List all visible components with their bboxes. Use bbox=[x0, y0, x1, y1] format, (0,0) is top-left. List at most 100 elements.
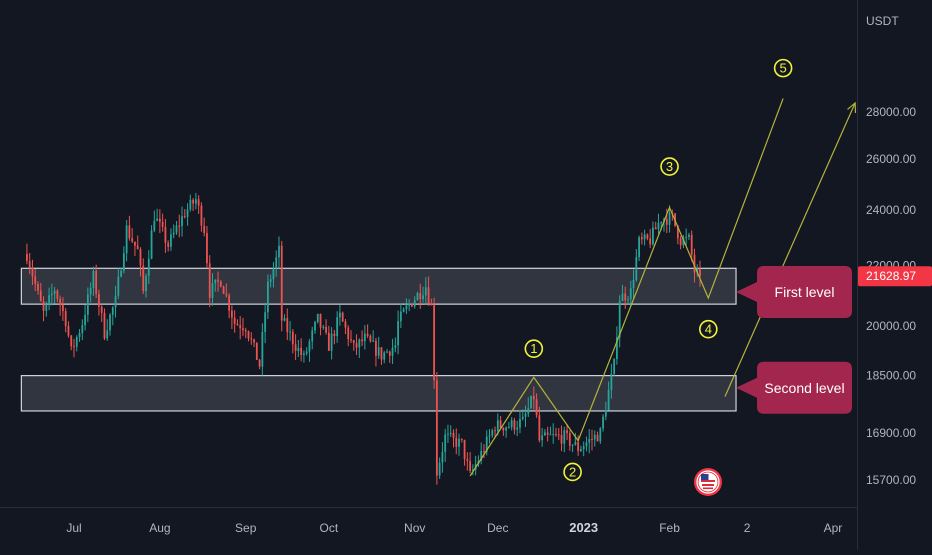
candle-body bbox=[452, 432, 455, 438]
time-axis[interactable]: Jul Aug Sep Oct Nov Dec 2023 Feb 2 Apr bbox=[66, 520, 842, 535]
candle-body bbox=[629, 288, 632, 300]
candle-body bbox=[100, 306, 103, 313]
candle-body bbox=[654, 227, 657, 230]
candle-body bbox=[679, 238, 682, 246]
candle-body bbox=[339, 312, 341, 318]
time-tick-label: Aug bbox=[149, 521, 170, 535]
candle-body bbox=[480, 450, 483, 461]
candle-body bbox=[86, 294, 89, 315]
candle-body bbox=[300, 347, 303, 355]
last-price-tag-background bbox=[858, 266, 932, 287]
candle-body bbox=[433, 305, 435, 381]
candle-body bbox=[31, 268, 34, 277]
candle-body bbox=[419, 293, 422, 299]
candle-body bbox=[471, 469, 474, 471]
candle-body bbox=[70, 335, 73, 347]
candle-body bbox=[621, 293, 624, 302]
wave-label-number: 4 bbox=[705, 322, 712, 337]
candle-body bbox=[447, 433, 449, 435]
candle-body bbox=[239, 325, 242, 329]
candle-body bbox=[305, 351, 308, 354]
first-level-callout[interactable] bbox=[736, 265, 852, 318]
candle-body bbox=[347, 327, 350, 340]
candle-body bbox=[660, 222, 663, 224]
candle-body bbox=[688, 234, 690, 237]
candle-body bbox=[267, 281, 269, 313]
candle-body bbox=[391, 347, 394, 356]
time-tick-label: Apr bbox=[824, 521, 843, 535]
time-tick-label: Oct bbox=[320, 521, 339, 535]
candle-body bbox=[233, 317, 236, 324]
candle-body bbox=[460, 438, 463, 440]
candle-body bbox=[355, 343, 358, 348]
candle-body bbox=[128, 225, 131, 239]
candlestick-series bbox=[26, 192, 701, 485]
candle-body bbox=[399, 311, 402, 322]
wave-label-number: 3 bbox=[666, 159, 673, 174]
candle-body bbox=[325, 326, 327, 333]
candle-body bbox=[258, 359, 261, 367]
candle-body bbox=[150, 230, 153, 259]
candle-body bbox=[139, 249, 142, 266]
candle-body bbox=[469, 460, 472, 471]
candle-body bbox=[596, 434, 599, 442]
candle-body bbox=[618, 301, 621, 338]
candle-body bbox=[375, 340, 377, 356]
candle-body bbox=[59, 298, 62, 306]
first-level-zone[interactable] bbox=[20, 267, 737, 305]
candle-body bbox=[286, 318, 289, 333]
last-price-tag: 21628.97 bbox=[858, 266, 932, 287]
support-zones bbox=[20, 267, 737, 412]
candle-body bbox=[200, 205, 203, 226]
candle-body bbox=[388, 351, 391, 356]
candle-body bbox=[408, 303, 411, 306]
candle-body bbox=[28, 260, 31, 269]
second-level-zone[interactable] bbox=[20, 375, 737, 412]
candle-body bbox=[117, 276, 120, 296]
candle-body bbox=[519, 419, 521, 428]
candle-body bbox=[247, 331, 250, 339]
candle-body bbox=[494, 430, 496, 432]
second-level-callout-text: Second level bbox=[764, 380, 844, 396]
candle-body bbox=[541, 435, 544, 441]
candle-body bbox=[142, 265, 145, 292]
candle-body bbox=[696, 268, 699, 273]
price-tick-label: 18500.00 bbox=[866, 369, 916, 383]
candle-body bbox=[164, 226, 167, 243]
candle-body bbox=[50, 293, 53, 296]
candle-body bbox=[491, 430, 494, 436]
candle-body bbox=[34, 276, 37, 284]
candle-body bbox=[665, 218, 668, 225]
candle-body bbox=[255, 342, 258, 360]
candle-body bbox=[568, 433, 571, 446]
candle-body bbox=[532, 395, 535, 400]
candle-body bbox=[563, 430, 566, 444]
candle-body bbox=[219, 281, 222, 287]
candle-body bbox=[244, 330, 247, 332]
candle-body bbox=[236, 323, 239, 326]
candle-body bbox=[624, 293, 627, 301]
candle-body bbox=[557, 434, 560, 436]
candle-body bbox=[170, 234, 172, 247]
candle-body bbox=[167, 242, 170, 247]
candle-body bbox=[516, 427, 519, 430]
second-level-callout[interactable] bbox=[736, 361, 852, 414]
candle-body bbox=[314, 322, 316, 331]
candle-body bbox=[571, 444, 574, 446]
candle-body bbox=[242, 328, 244, 331]
candle-body bbox=[458, 438, 460, 447]
candle-body bbox=[366, 333, 369, 336]
us-flag-icon[interactable] bbox=[694, 468, 722, 496]
candle-body bbox=[344, 321, 347, 328]
candle-body bbox=[377, 347, 380, 356]
candle-body bbox=[582, 446, 585, 450]
candle-body bbox=[507, 427, 510, 429]
candle-body bbox=[158, 218, 161, 222]
candle-body bbox=[449, 432, 452, 434]
candle-body bbox=[181, 216, 183, 227]
candle-body bbox=[131, 238, 134, 242]
candle-body bbox=[369, 335, 372, 342]
candle-body bbox=[319, 313, 322, 328]
